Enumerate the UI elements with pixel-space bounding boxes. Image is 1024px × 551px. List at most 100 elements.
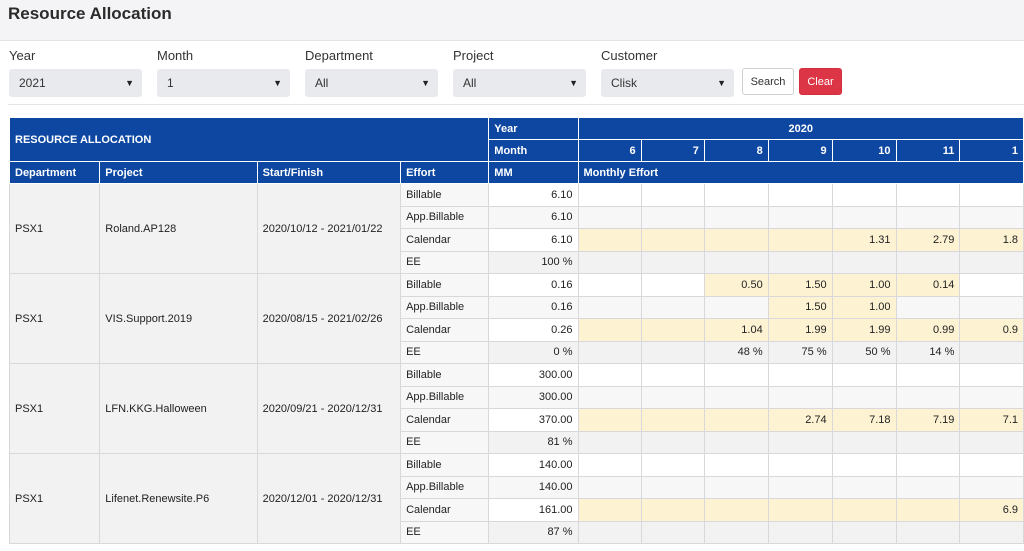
month-effort-cell xyxy=(703,183,769,207)
mm-cell: 81 % xyxy=(488,430,579,454)
month-effort-cell: 7.19 xyxy=(895,408,961,432)
department-value: All xyxy=(315,76,329,90)
table-row: PSX1 LFN.KKG.Halloween 2020/09/21 - 2020/1… xyxy=(8,363,1024,454)
clear-button[interactable]: Clear xyxy=(799,68,842,95)
effort-cell: Billable xyxy=(400,363,490,387)
month-effort-cell xyxy=(577,228,642,252)
month-effort-cell xyxy=(959,520,1024,544)
effort-cell: Billable xyxy=(400,453,490,477)
month-filter: Month 1 ▼ xyxy=(157,48,290,97)
month-effort-cell xyxy=(577,183,642,207)
month-effort-cell xyxy=(577,385,642,409)
month-effort-cell: 7.1 xyxy=(959,408,1024,432)
year-value: 2021 xyxy=(19,76,46,90)
customer-select[interactable]: Clisk ▼ xyxy=(601,69,734,97)
customer-label: Customer xyxy=(601,48,658,63)
month-effort-cell xyxy=(703,453,769,477)
start-finish-cell: 2020/10/12 - 2021/01/22 xyxy=(256,183,402,274)
month-effort-cell: 48 % xyxy=(703,340,769,364)
month-effort-cell xyxy=(703,295,769,319)
month-effort-cell xyxy=(640,183,705,207)
month-effort-cell xyxy=(640,430,705,454)
month-effort-cell: 50 % xyxy=(831,340,897,364)
month-effort-cell xyxy=(767,453,833,477)
month-effort-cell xyxy=(831,250,897,274)
search-button[interactable]: Search xyxy=(742,68,794,95)
chevron-down-icon: ▼ xyxy=(569,78,578,88)
month-effort-cell xyxy=(895,363,961,387)
mm-cell: 87 % xyxy=(488,520,579,544)
month-effort-cell xyxy=(577,205,642,229)
mm-cell: 0.16 xyxy=(488,273,579,297)
month-effort-cell xyxy=(703,205,769,229)
month-effort-cell xyxy=(577,520,642,544)
month-effort-cell: 0.99 xyxy=(895,318,961,342)
mm-cell: 161.00 xyxy=(488,498,579,522)
mm-cell: 6.10 xyxy=(488,183,579,207)
project-cell: Lifenet.Renewsite.P6 xyxy=(99,453,258,544)
divider xyxy=(8,104,1024,105)
month-effort-cell xyxy=(640,228,705,252)
month-effort-cell xyxy=(895,250,961,274)
month-column-header: 8 xyxy=(703,139,769,162)
effort-cell: App.Billable xyxy=(400,295,490,319)
effort-cell: App.Billable xyxy=(400,475,490,499)
year-select[interactable]: 2021 ▼ xyxy=(9,69,142,97)
month-effort-cell xyxy=(895,385,961,409)
project-select[interactable]: All ▼ xyxy=(453,69,586,97)
month-effort-cell xyxy=(831,363,897,387)
month-effort-cell: 1.8 xyxy=(959,228,1024,252)
month-effort-cell xyxy=(577,430,642,454)
start-finish-cell: 2020/08/15 - 2021/02/26 xyxy=(256,273,402,364)
month-effort-cell: 0.50 xyxy=(703,273,769,297)
chevron-down-icon: ▼ xyxy=(125,78,134,88)
month-effort-cell xyxy=(959,430,1024,454)
month-effort-cell: 1.50 xyxy=(767,295,833,319)
department-cell: PSX1 xyxy=(8,183,101,274)
month-effort-cell xyxy=(959,385,1024,409)
mm-cell: 100 % xyxy=(488,250,579,274)
month-effort-cell xyxy=(577,250,642,274)
effort-cell: Calendar xyxy=(400,318,490,342)
month-effort-cell xyxy=(831,520,897,544)
department-cell: PSX1 xyxy=(8,453,101,544)
mm-cell: 0.26 xyxy=(488,318,579,342)
mm-cell: 6.10 xyxy=(488,205,579,229)
department-select[interactable]: All ▼ xyxy=(305,69,438,97)
column-header-start-finish: Start/Finish xyxy=(256,161,402,184)
month-effort-cell xyxy=(640,273,705,297)
month-effort-cell xyxy=(577,340,642,364)
effort-cell: EE xyxy=(400,520,490,544)
mm-cell: 140.00 xyxy=(488,475,579,499)
effort-cell: EE xyxy=(400,250,490,274)
month-column-header: 7 xyxy=(640,139,705,162)
chevron-down-icon: ▼ xyxy=(273,78,282,88)
month-effort-cell xyxy=(640,385,705,409)
mm-cell: 370.00 xyxy=(488,408,579,432)
month-effort-cell: 14 % xyxy=(895,340,961,364)
month-effort-cell xyxy=(959,475,1024,499)
month-select[interactable]: 1 ▼ xyxy=(157,69,290,97)
month-effort-cell xyxy=(577,363,642,387)
month-effort-cell: 1.00 xyxy=(831,273,897,297)
month-effort-cell xyxy=(640,520,705,544)
month-effort-cell xyxy=(895,205,961,229)
month-column-header: 9 xyxy=(767,139,833,162)
column-header-project: Project xyxy=(99,161,258,184)
month-effort-cell xyxy=(577,408,642,432)
table-row: Calendar 161.00 6.9 xyxy=(10,498,1024,522)
month-effort-cell: 2.79 xyxy=(895,228,961,252)
month-effort-cell xyxy=(831,498,897,522)
department-filter: Department All ▼ xyxy=(305,48,438,97)
month-effort-cell xyxy=(831,453,897,477)
table-row: EE 100 % xyxy=(10,250,1024,274)
project-cell: LFN.KKG.Halloween xyxy=(99,363,258,454)
table-row: PSX1 VIS.Support.2019 2020/08/15 - 2021/02… xyxy=(8,273,1024,364)
month-effort-cell xyxy=(577,498,642,522)
department-cell: PSX1 xyxy=(8,273,101,364)
department-cell: PSX1 xyxy=(8,363,101,454)
month-column-header: 10 xyxy=(831,139,897,162)
month-effort-cell: 1.04 xyxy=(703,318,769,342)
effort-cell: Calendar xyxy=(400,408,490,432)
